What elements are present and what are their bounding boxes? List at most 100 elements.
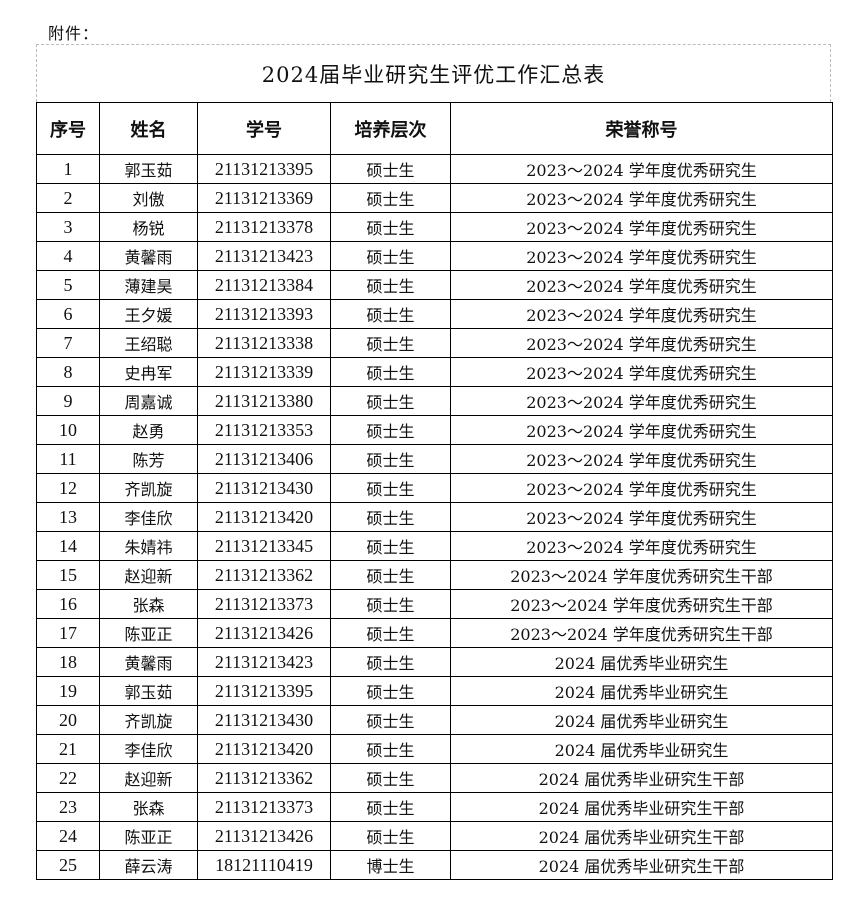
- cell-honor: 2024 届优秀毕业研究生: [450, 734, 833, 764]
- cell-index: 14: [36, 531, 100, 561]
- cell-level: 硕士生: [330, 560, 451, 590]
- table-row: 6 王夕媛 21131213393 硕士生 2023～2024 学年度优秀研究生: [36, 299, 833, 329]
- table-header-row: 序号 姓名 学号 培养层次 荣誉称号: [36, 102, 833, 155]
- cell-index: 7: [36, 328, 100, 358]
- cell-student-id: 21131213373: [197, 589, 331, 619]
- cell-name: 张森: [99, 589, 198, 619]
- cell-honor: 2024 届优秀毕业研究生干部: [450, 792, 833, 822]
- table-row: 5 薄建昊 21131213384 硕士生 2023～2024 学年度优秀研究生: [36, 270, 833, 300]
- table-row: 23 张森 21131213373 硕士生 2024 届优秀毕业研究生干部: [36, 792, 833, 822]
- cell-student-id: 21131213339: [197, 357, 331, 387]
- cell-level: 硕士生: [330, 763, 451, 793]
- cell-honor: 2023～2024 学年度优秀研究生: [450, 473, 833, 503]
- cell-honor: 2023～2024 学年度优秀研究生: [450, 212, 833, 242]
- cell-student-id: 21131213423: [197, 647, 331, 677]
- cell-student-id: 21131213430: [197, 705, 331, 735]
- cell-index: 12: [36, 473, 100, 503]
- cell-level: 硕士生: [330, 415, 451, 445]
- cell-index: 25: [36, 850, 100, 880]
- table-row: 21 李佳欣 21131213420 硕士生 2024 届优秀毕业研究生: [36, 734, 833, 764]
- cell-name: 周嘉诚: [99, 386, 198, 416]
- table-row: 14 朱婧祎 21131213345 硕士生 2023～2024 学年度优秀研究生: [36, 531, 833, 561]
- cell-student-id: 21131213345: [197, 531, 331, 561]
- cell-name: 郭玉茹: [99, 676, 198, 706]
- cell-student-id: 21131213373: [197, 792, 331, 822]
- cell-index: 3: [36, 212, 100, 242]
- cell-index: 9: [36, 386, 100, 416]
- cell-index: 6: [36, 299, 100, 329]
- document-title: 2024届毕业研究生评优工作汇总表: [36, 44, 831, 102]
- table-row: 11 陈芳 21131213406 硕士生 2023～2024 学年度优秀研究生: [36, 444, 833, 474]
- table-row: 1 郭玉茹 21131213395 硕士生 2023～2024 学年度优秀研究生: [36, 154, 833, 184]
- cell-name: 张森: [99, 792, 198, 822]
- table-row: 2 刘傲 21131213369 硕士生 2023～2024 学年度优秀研究生: [36, 183, 833, 213]
- cell-student-id: 21131213420: [197, 502, 331, 532]
- cell-student-id: 21131213426: [197, 618, 331, 648]
- cell-index: 23: [36, 792, 100, 822]
- table-row: 20 齐凯旋 21131213430 硕士生 2024 届优秀毕业研究生: [36, 705, 833, 735]
- header-level: 培养层次: [330, 102, 451, 155]
- cell-honor: 2024 届优秀毕业研究生干部: [450, 821, 833, 851]
- cell-honor: 2023～2024 学年度优秀研究生干部: [450, 560, 833, 590]
- cell-honor: 2023～2024 学年度优秀研究生: [450, 241, 833, 271]
- cell-student-id: 21131213395: [197, 676, 331, 706]
- cell-student-id: 21131213420: [197, 734, 331, 764]
- cell-name: 赵迎新: [99, 560, 198, 590]
- table-row: 7 王绍聪 21131213338 硕士生 2023～2024 学年度优秀研究生: [36, 328, 833, 358]
- cell-level: 硕士生: [330, 154, 451, 184]
- cell-honor: 2023～2024 学年度优秀研究生: [450, 502, 833, 532]
- cell-honor: 2023～2024 学年度优秀研究生: [450, 154, 833, 184]
- cell-level: 硕士生: [330, 705, 451, 735]
- cell-honor: 2024 届优秀毕业研究生: [450, 676, 833, 706]
- cell-index: 10: [36, 415, 100, 445]
- cell-level: 硕士生: [330, 241, 451, 271]
- cell-student-id: 21131213369: [197, 183, 331, 213]
- cell-student-id: 21131213423: [197, 241, 331, 271]
- cell-level: 硕士生: [330, 734, 451, 764]
- cell-student-id: 21131213378: [197, 212, 331, 242]
- cell-index: 15: [36, 560, 100, 590]
- cell-name: 陈芳: [99, 444, 198, 474]
- cell-honor: 2023～2024 学年度优秀研究生: [450, 531, 833, 561]
- cell-index: 16: [36, 589, 100, 619]
- cell-index: 1: [36, 154, 100, 184]
- cell-honor: 2023～2024 学年度优秀研究生: [450, 415, 833, 445]
- cell-index: 13: [36, 502, 100, 532]
- cell-name: 史冉军: [99, 357, 198, 387]
- cell-honor: 2024 届优秀毕业研究生干部: [450, 763, 833, 793]
- cell-level: 硕士生: [330, 531, 451, 561]
- cell-level: 硕士生: [330, 183, 451, 213]
- cell-level: 硕士生: [330, 386, 451, 416]
- table-row: 17 陈亚正 21131213426 硕士生 2023～2024 学年度优秀研究生干部: [36, 618, 833, 648]
- cell-level: 硕士生: [330, 357, 451, 387]
- cell-honor: 2023～2024 学年度优秀研究生: [450, 183, 833, 213]
- cell-index: 22: [36, 763, 100, 793]
- cell-student-id: 21131213362: [197, 763, 331, 793]
- summary-table: 序号 姓名 学号 培养层次 荣誉称号 1 郭玉茹 21131213395 硕士生 202…: [36, 102, 833, 880]
- cell-level: 硕士生: [330, 444, 451, 474]
- cell-student-id: 21131213393: [197, 299, 331, 329]
- header-honor: 荣誉称号: [450, 102, 833, 155]
- header-name: 姓名: [99, 102, 198, 155]
- cell-honor: 2023～2024 学年度优秀研究生: [450, 270, 833, 300]
- cell-name: 杨锐: [99, 212, 198, 242]
- cell-name: 赵勇: [99, 415, 198, 445]
- table-row: 12 齐凯旋 21131213430 硕士生 2023～2024 学年度优秀研究生: [36, 473, 833, 503]
- cell-name: 刘傲: [99, 183, 198, 213]
- cell-student-id: 21131213380: [197, 386, 331, 416]
- cell-name: 黄馨雨: [99, 241, 198, 271]
- cell-student-id: 21131213353: [197, 415, 331, 445]
- cell-student-id: 21131213362: [197, 560, 331, 590]
- table-row: 18 黄馨雨 21131213423 硕士生 2024 届优秀毕业研究生: [36, 647, 833, 677]
- cell-level: 硕士生: [330, 299, 451, 329]
- cell-student-id: 21131213426: [197, 821, 331, 851]
- table-row: 4 黄馨雨 21131213423 硕士生 2023～2024 学年度优秀研究生: [36, 241, 833, 271]
- cell-level: 硕士生: [330, 473, 451, 503]
- table-row: 10 赵勇 21131213353 硕士生 2023～2024 学年度优秀研究生: [36, 415, 833, 445]
- table-row: 19 郭玉茹 21131213395 硕士生 2024 届优秀毕业研究生: [36, 676, 833, 706]
- cell-honor: 2023～2024 学年度优秀研究生: [450, 328, 833, 358]
- table-row: 16 张森 21131213373 硕士生 2023～2024 学年度优秀研究生干部: [36, 589, 833, 619]
- cell-honor: 2024 届优秀毕业研究生干部: [450, 850, 833, 880]
- cell-honor: 2023～2024 学年度优秀研究生: [450, 444, 833, 474]
- cell-name: 朱婧祎: [99, 531, 198, 561]
